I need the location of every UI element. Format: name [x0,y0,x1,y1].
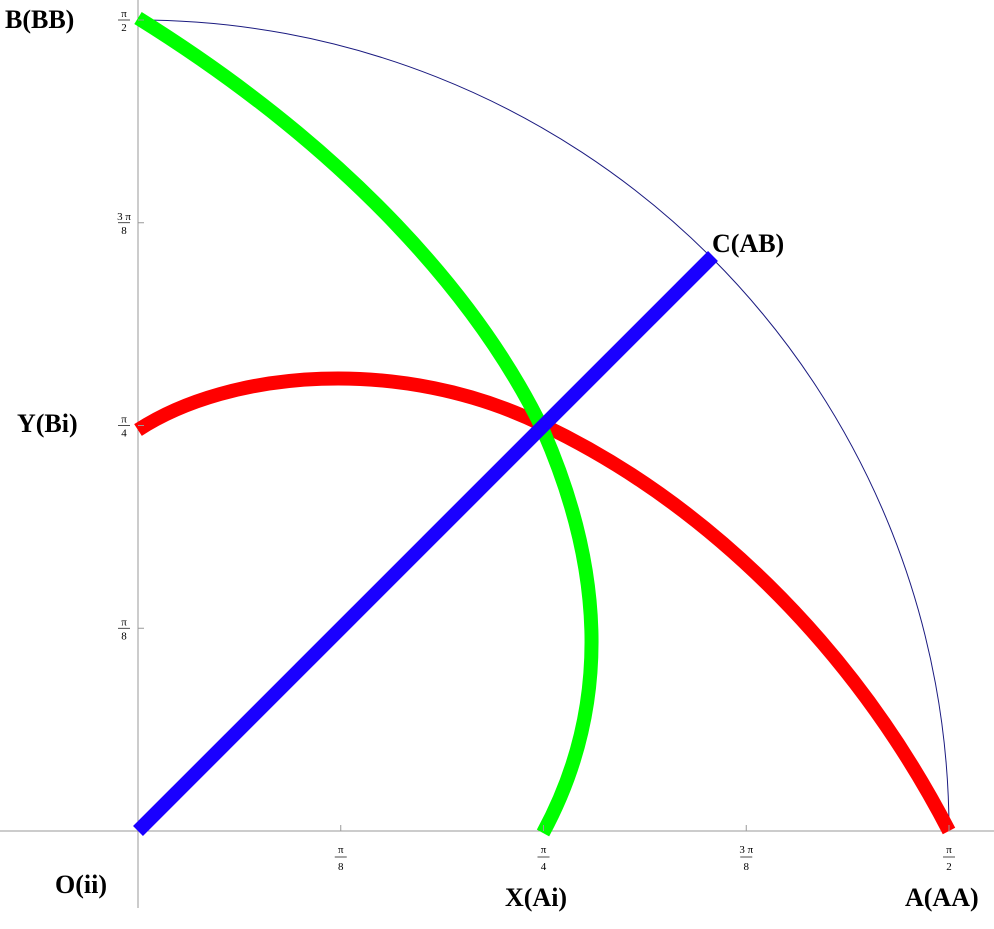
y-tick-num: π [121,616,127,628]
x-tick-num: π [541,844,547,856]
red-curve [134,371,956,835]
label-c: C(AB) [712,229,784,258]
y-tick-den: 8 [121,225,127,237]
x-tick-num: 3 π [739,844,753,856]
label-o: O(ii) [55,870,107,899]
label-x: X(Ai) [505,883,567,912]
y-tick-num: 3 π [117,211,131,223]
green-curve [134,12,599,837]
y-tick-den: 4 [121,428,127,440]
label-a: A(AA) [905,883,979,912]
x-tick-den: 2 [946,861,952,873]
y-tick-den: 2 [121,22,127,34]
x-tick-num: π [338,844,344,856]
label-y: Y(Bi) [17,409,78,438]
x-tick-num: π [946,844,952,856]
label-b: B(BB) [5,5,74,34]
x-tick-den: 8 [338,861,344,873]
x-tick-den: 4 [541,861,547,873]
x-tick-den: 8 [744,861,750,873]
y-tick-num: π [121,414,127,426]
y-tick-den: 8 [121,630,127,642]
blue-line [133,251,718,836]
y-tick-num: π [121,8,127,20]
